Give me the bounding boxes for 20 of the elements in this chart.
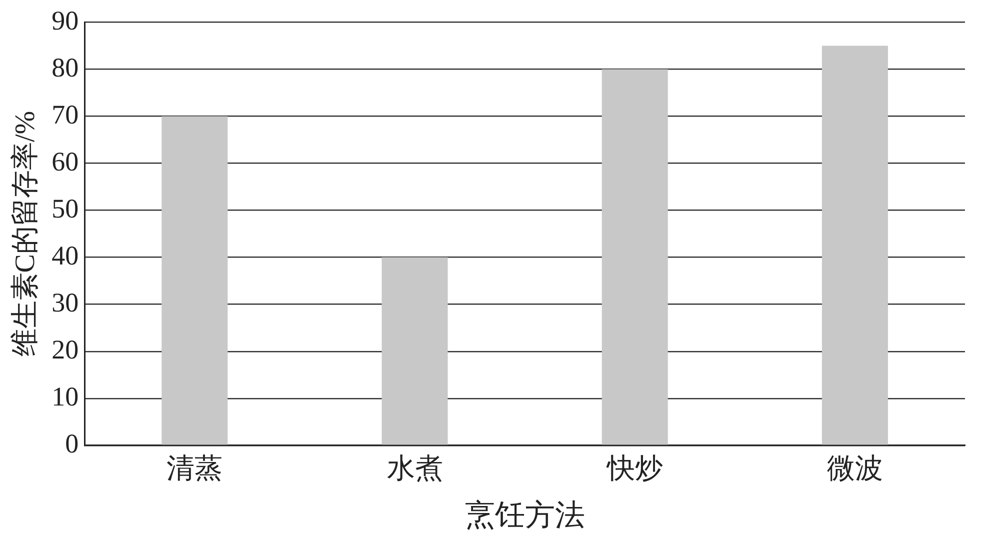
bar: [602, 69, 668, 445]
y-tick-label: 70: [52, 99, 79, 130]
y-tick-label: 40: [52, 240, 79, 270]
y-tick-label: 50: [52, 193, 79, 224]
bar: [822, 46, 888, 445]
y-tick-label: 30: [52, 287, 79, 318]
x-tick-label: 水煮: [386, 454, 443, 485]
bar: [162, 116, 228, 445]
y-tick-label: 10: [52, 381, 79, 412]
y-tick-label: 20: [52, 334, 79, 364]
x-axis-title: 烹饪方法: [464, 498, 585, 532]
y-tick-label: 60: [52, 146, 79, 176]
y-tick-label: 80: [52, 52, 79, 82]
y-tick-label: 90: [52, 5, 79, 36]
y-tick-label: 0: [65, 428, 79, 458]
x-tick-label: 快炒: [606, 454, 663, 485]
bar: [382, 257, 448, 445]
x-tick-label: 清蒸: [166, 454, 223, 485]
y-axis-title: 维生素C的留存率/%: [10, 110, 42, 357]
x-tick-label: 微波: [826, 454, 883, 485]
